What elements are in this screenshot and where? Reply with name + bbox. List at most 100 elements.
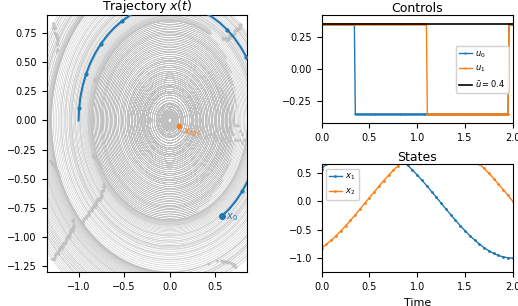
FancyArrowPatch shape xyxy=(99,165,102,168)
FancyArrowPatch shape xyxy=(53,27,55,30)
FancyArrowPatch shape xyxy=(66,236,68,239)
$x_2$ xyxy=(362,202,368,205)
FancyArrowPatch shape xyxy=(240,23,242,26)
FancyArrowPatch shape xyxy=(216,130,219,133)
Line: $u_1$: $u_1$ xyxy=(321,24,514,115)
FancyArrowPatch shape xyxy=(55,167,57,170)
FancyArrowPatch shape xyxy=(231,34,234,37)
FancyArrowPatch shape xyxy=(95,156,97,159)
FancyArrowPatch shape xyxy=(65,239,67,242)
FancyArrowPatch shape xyxy=(169,124,172,127)
$x_2$ xyxy=(486,172,492,175)
FancyArrowPatch shape xyxy=(71,219,75,223)
FancyArrowPatch shape xyxy=(234,139,237,141)
FancyArrowPatch shape xyxy=(90,208,93,211)
FancyArrowPatch shape xyxy=(213,136,216,139)
FancyArrowPatch shape xyxy=(87,214,90,217)
FancyArrowPatch shape xyxy=(226,39,229,42)
$x_1$ xyxy=(438,201,444,205)
$x_1$ xyxy=(419,178,425,182)
FancyArrowPatch shape xyxy=(57,49,60,52)
FancyArrowPatch shape xyxy=(236,29,239,32)
FancyArrowPatch shape xyxy=(103,185,105,188)
FancyArrowPatch shape xyxy=(55,170,58,173)
FancyArrowPatch shape xyxy=(215,139,218,141)
FancyArrowPatch shape xyxy=(57,251,60,254)
$x_2$ xyxy=(476,162,482,166)
FancyArrowPatch shape xyxy=(199,136,202,139)
FancyArrowPatch shape xyxy=(56,42,59,45)
$x_2$ xyxy=(491,177,497,181)
$x_1$ xyxy=(333,154,339,158)
FancyArrowPatch shape xyxy=(71,230,74,233)
FancyArrowPatch shape xyxy=(73,224,75,227)
FancyArrowPatch shape xyxy=(64,242,67,245)
FancyArrowPatch shape xyxy=(228,35,231,39)
$x_1$ xyxy=(424,184,430,188)
FancyArrowPatch shape xyxy=(222,262,225,264)
FancyArrowPatch shape xyxy=(56,172,59,175)
FancyArrowPatch shape xyxy=(69,229,72,232)
FancyArrowPatch shape xyxy=(71,229,74,232)
FancyArrowPatch shape xyxy=(96,160,99,163)
FancyArrowPatch shape xyxy=(72,218,75,222)
FancyArrowPatch shape xyxy=(226,37,229,40)
$x_1$ xyxy=(342,148,349,152)
FancyArrowPatch shape xyxy=(230,130,233,133)
FancyArrowPatch shape xyxy=(65,237,68,241)
$u_0$ xyxy=(330,22,336,26)
$\bar{u}=0.4$ xyxy=(319,22,325,26)
FancyArrowPatch shape xyxy=(92,156,94,159)
$x_2$ xyxy=(428,144,435,147)
FancyArrowPatch shape xyxy=(55,34,57,37)
$x_2$ xyxy=(347,219,353,222)
$x_1$ xyxy=(428,190,435,193)
FancyArrowPatch shape xyxy=(179,130,181,133)
FancyArrowPatch shape xyxy=(233,33,235,36)
FancyArrowPatch shape xyxy=(210,124,212,127)
FancyArrowPatch shape xyxy=(51,258,53,261)
FancyArrowPatch shape xyxy=(58,249,61,252)
FancyArrowPatch shape xyxy=(52,162,54,166)
FancyArrowPatch shape xyxy=(96,199,98,202)
$x_1$ xyxy=(347,146,353,150)
$x_2$ xyxy=(467,154,473,158)
FancyArrowPatch shape xyxy=(232,133,235,136)
$x_2$ xyxy=(323,242,329,246)
FancyArrowPatch shape xyxy=(66,235,69,238)
FancyArrowPatch shape xyxy=(54,252,57,255)
FancyArrowPatch shape xyxy=(239,130,241,133)
FancyArrowPatch shape xyxy=(94,203,97,206)
FancyArrowPatch shape xyxy=(235,267,238,269)
FancyArrowPatch shape xyxy=(53,25,56,28)
FancyArrowPatch shape xyxy=(56,50,59,54)
$x_1$ xyxy=(362,143,368,146)
$x_2$ xyxy=(328,238,335,242)
FancyArrowPatch shape xyxy=(62,244,65,248)
$x_1$ xyxy=(414,173,421,177)
$x_1$ xyxy=(491,252,497,255)
FancyArrowPatch shape xyxy=(61,245,64,248)
FancyArrowPatch shape xyxy=(57,44,60,47)
Line: $x_2$: $x_2$ xyxy=(320,143,514,249)
FancyArrowPatch shape xyxy=(170,125,173,128)
$x_1$ xyxy=(462,229,468,233)
FancyArrowPatch shape xyxy=(91,207,94,211)
$u_0$ xyxy=(510,22,516,26)
Legend: $u_0$, $u_1$, $\bar{u}=0.4$: $u_0$, $u_1$, $\bar{u}=0.4$ xyxy=(456,46,509,93)
$x_1$ xyxy=(323,162,329,166)
FancyArrowPatch shape xyxy=(223,261,225,263)
FancyArrowPatch shape xyxy=(222,38,225,41)
FancyArrowPatch shape xyxy=(94,157,96,160)
FancyArrowPatch shape xyxy=(99,196,102,199)
FancyArrowPatch shape xyxy=(186,130,189,133)
FancyArrowPatch shape xyxy=(241,133,244,136)
$x_2$ xyxy=(319,246,325,250)
$x_1$ xyxy=(328,158,335,162)
FancyArrowPatch shape xyxy=(82,222,84,225)
FancyArrowPatch shape xyxy=(56,252,60,256)
FancyArrowPatch shape xyxy=(57,39,60,42)
$x_1$ xyxy=(433,196,439,199)
FancyArrowPatch shape xyxy=(88,210,91,213)
FancyArrowPatch shape xyxy=(207,133,209,136)
